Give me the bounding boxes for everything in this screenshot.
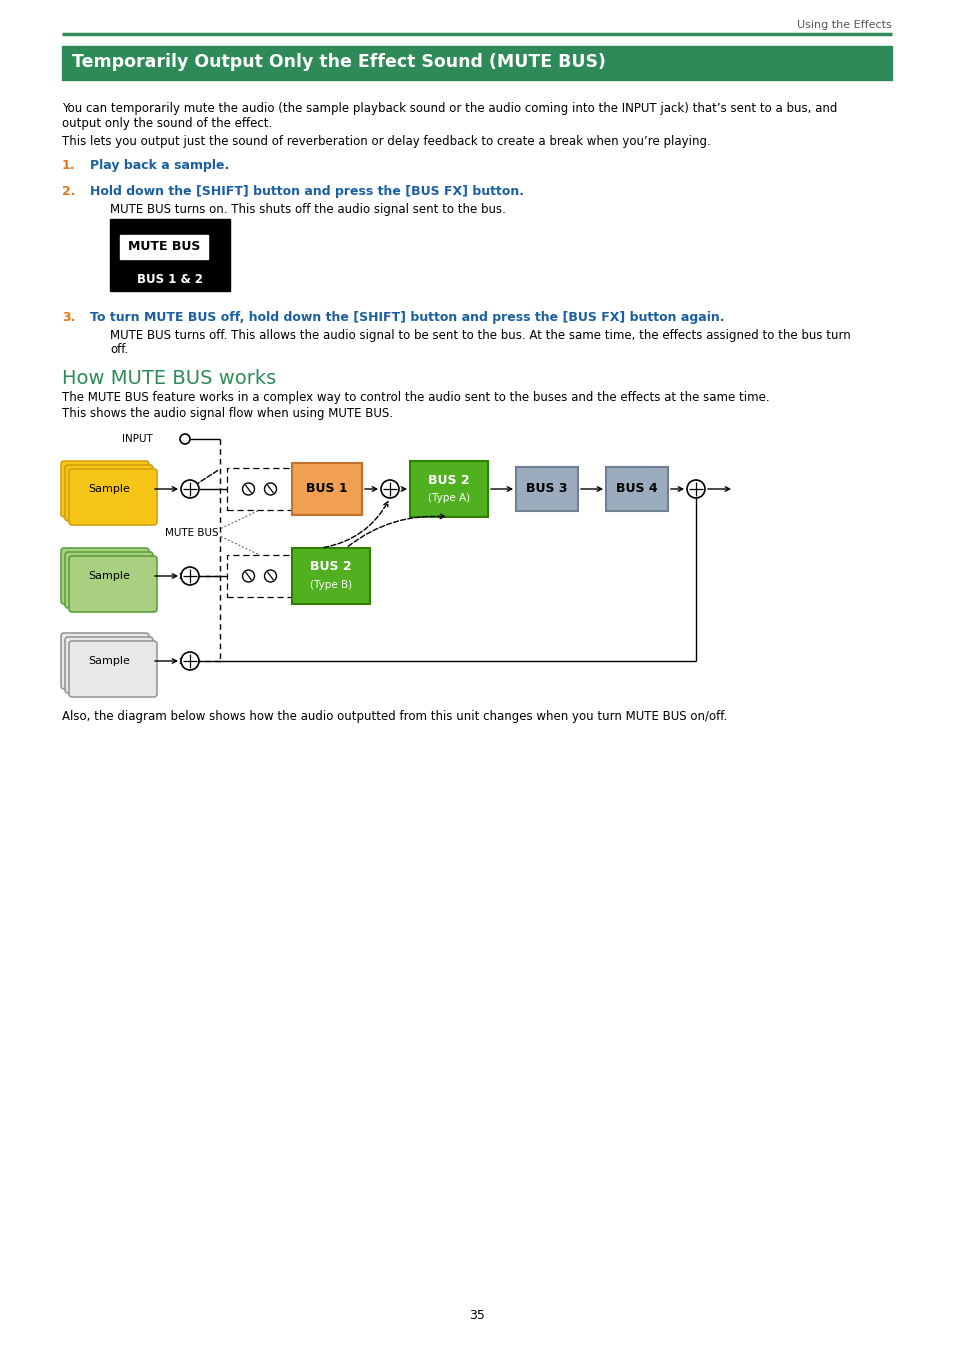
Bar [110,219,230,292]
Text: This shows the audio signal flow when using MUTE BUS.: This shows the audio signal flow when us… [62,406,393,420]
Circle shape [242,570,254,582]
Circle shape [264,570,276,582]
Bar [292,463,361,514]
Circle shape [181,567,199,585]
Text: MUTE BUS: MUTE BUS [128,240,200,252]
Text: To turn MUTE BUS off, hold down the [SHIFT] button and press the [BUS FX] button: To turn MUTE BUS off, hold down the [SHI… [90,310,723,324]
FancyBboxPatch shape [69,468,157,525]
Circle shape [180,433,190,444]
Text: BUS 1 & 2: BUS 1 & 2 [137,273,203,286]
Text: Sample: Sample [88,571,130,580]
Bar [227,555,292,597]
Text: off.: off. [110,343,128,356]
FancyBboxPatch shape [69,556,157,612]
Bar [292,548,370,603]
Bar [605,467,667,512]
Text: Sample: Sample [88,656,130,666]
Circle shape [264,483,276,495]
Text: 2.: 2. [62,185,75,198]
Circle shape [686,481,704,498]
Text: Using the Effects: Using the Effects [797,20,891,30]
Text: Sample: Sample [88,485,130,494]
FancyBboxPatch shape [65,637,152,693]
Text: output only the sound of the effect.: output only the sound of the effect. [62,117,272,130]
Circle shape [380,481,398,498]
FancyBboxPatch shape [61,548,149,603]
Text: BUS 4: BUS 4 [616,482,658,495]
Text: This lets you output just the sound of reverberation or delay feedback to create: This lets you output just the sound of r… [62,135,710,148]
Text: 1.: 1. [62,159,75,171]
Text: BUS 2: BUS 2 [428,474,469,486]
Text: MUTE BUS turns off. This allows the audio signal to be sent to the bus. At the s: MUTE BUS turns off. This allows the audi… [110,329,850,342]
Text: BUS 1: BUS 1 [306,482,348,495]
Circle shape [181,481,199,498]
Text: Play back a sample.: Play back a sample. [90,159,229,171]
Bar [410,460,488,517]
FancyBboxPatch shape [61,633,149,688]
Text: How MUTE BUS works: How MUTE BUS works [62,369,276,387]
Circle shape [181,652,199,670]
FancyBboxPatch shape [65,464,152,521]
Bar [516,467,578,512]
Text: MUTE BUS: MUTE BUS [165,528,219,537]
Bar [120,235,208,259]
Text: 3.: 3. [62,310,75,324]
Text: You can temporarily mute the audio (the sample playback sound or the audio comin: You can temporarily mute the audio (the … [62,103,837,115]
Bar [227,468,292,510]
FancyBboxPatch shape [69,641,157,697]
Text: BUS 3: BUS 3 [526,482,567,495]
Text: INPUT: INPUT [122,433,152,444]
Circle shape [242,483,254,495]
Text: The MUTE BUS feature works in a complex way to control the audio sent to the bus: The MUTE BUS feature works in a complex … [62,392,769,404]
Bar [62,46,891,80]
Text: (Type A): (Type A) [428,493,470,504]
Text: MUTE BUS turns on. This shuts off the audio signal sent to the bus.: MUTE BUS turns on. This shuts off the au… [110,202,505,216]
FancyBboxPatch shape [61,460,149,517]
Text: BUS 2: BUS 2 [310,560,352,574]
FancyBboxPatch shape [65,552,152,608]
Text: Also, the diagram below shows how the audio outputted from this unit changes whe: Also, the diagram below shows how the au… [62,710,726,724]
Text: Temporarily Output Only the Effect Sound (MUTE BUS): Temporarily Output Only the Effect Sound… [71,53,605,72]
Text: Hold down the [SHIFT] button and press the [BUS FX] button.: Hold down the [SHIFT] button and press t… [90,185,523,198]
Text: 35: 35 [469,1310,484,1322]
Text: (Type B): (Type B) [310,580,352,590]
